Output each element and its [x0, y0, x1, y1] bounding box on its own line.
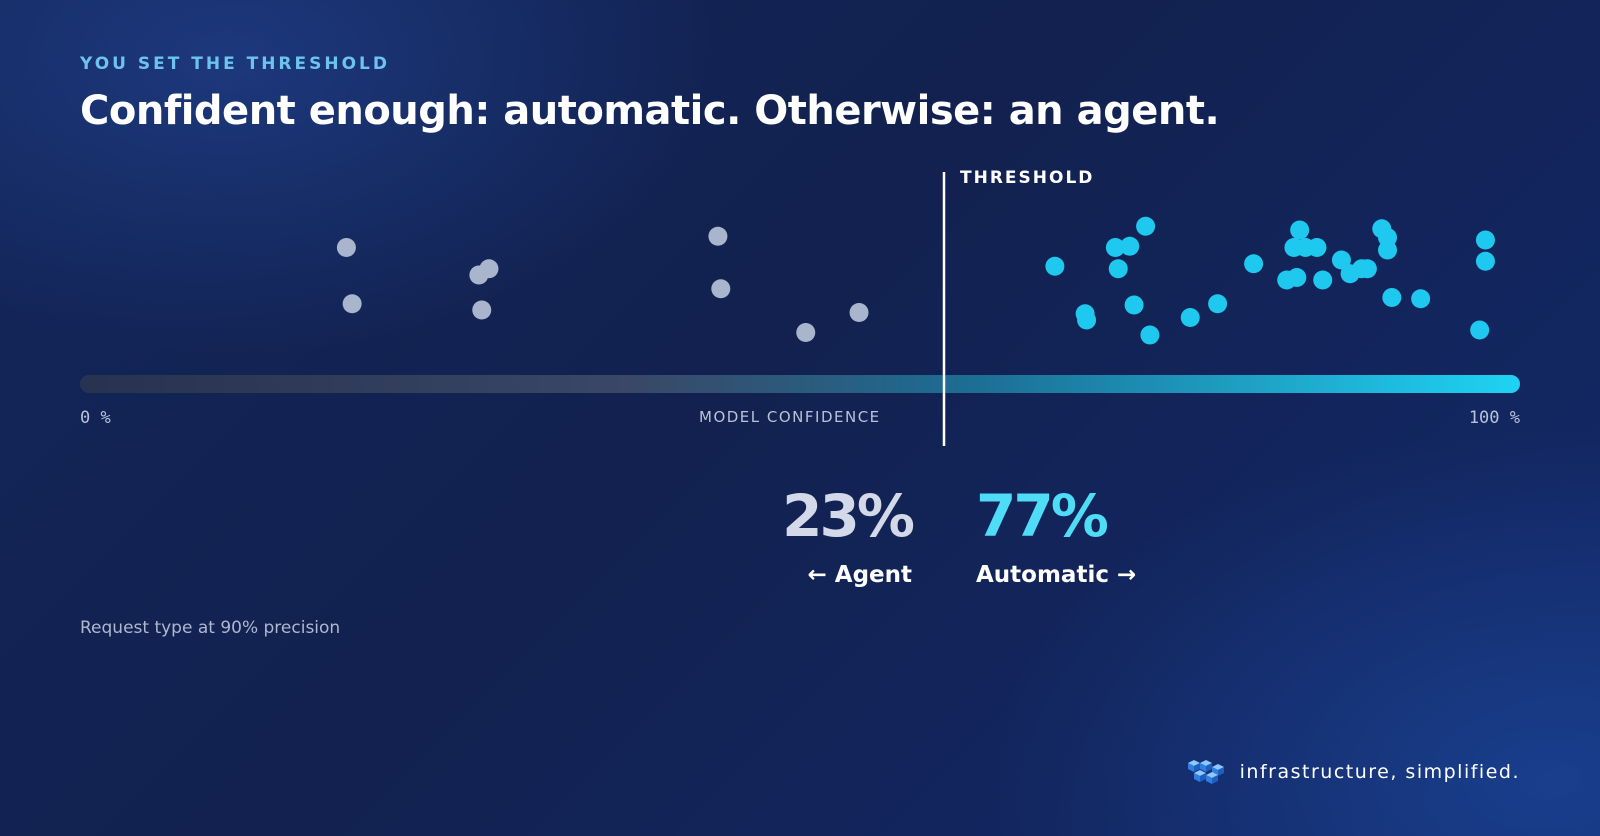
automatic-point-37: [1470, 320, 1490, 340]
automatic-point-31: [1357, 259, 1377, 279]
automatic-point-34: [1378, 240, 1398, 260]
threshold-label: THRESHOLD: [960, 168, 1095, 188]
automatic-percentage: 77%: [976, 482, 1109, 550]
automatic-point-17: [1140, 325, 1160, 345]
agent-point-6: [711, 279, 731, 299]
agent-label: ← Agent: [807, 562, 912, 588]
automatic-point-28: [1331, 250, 1351, 270]
automatic-point-13: [1108, 259, 1128, 279]
automatic-point-9: [1045, 256, 1065, 276]
automatic-point-39: [1475, 230, 1495, 250]
automatic-point-18: [1180, 308, 1200, 327]
automatic-point-35: [1382, 288, 1402, 307]
axis-min-label: 0 %: [80, 408, 111, 428]
automatic-label: Automatic →: [976, 562, 1137, 588]
agent-point-3: [479, 259, 499, 279]
axis-max-label: 100 %: [1468, 408, 1520, 428]
automatic-point-22: [1287, 268, 1307, 287]
automatic-point-36: [1411, 289, 1431, 309]
brand-tagline: infrastructure, simplified.: [1239, 761, 1520, 783]
automatic-point-38: [1475, 251, 1495, 271]
agent-point-0: [336, 238, 356, 257]
axis-title: MODEL CONFIDENCE: [699, 408, 881, 426]
agent-point-1: [342, 294, 362, 314]
brand: infrastructure, simplified.: [1184, 758, 1520, 786]
agent-point-8: [849, 303, 869, 322]
agent-point-4: [472, 300, 492, 320]
automatic-point-23: [1290, 220, 1310, 240]
agent-percentage: 23%: [782, 482, 915, 550]
automatic-point-15: [1124, 295, 1144, 315]
eyebrow-label: YOU SET THE THRESHOLD: [80, 54, 390, 74]
automatic-point-12: [1105, 238, 1125, 257]
automatic-point-26: [1307, 238, 1327, 257]
automatic-point-20: [1244, 254, 1264, 274]
automatic-point-16: [1136, 216, 1156, 236]
automatic-point-27: [1313, 270, 1333, 290]
data-points: [336, 216, 1495, 345]
footnote: Request type at 90% precision: [80, 618, 341, 638]
agent-point-7: [796, 323, 816, 342]
automatic-point-14: [1120, 236, 1140, 256]
automatic-point-19: [1208, 294, 1228, 314]
cube-logo-icon: [1187, 760, 1224, 784]
automatic-point-11: [1077, 310, 1097, 330]
agent-point-5: [708, 226, 728, 246]
page-title: Confident enough: automatic. Otherwise: …: [80, 88, 1220, 134]
confidence-axis-bar: [80, 375, 1520, 393]
